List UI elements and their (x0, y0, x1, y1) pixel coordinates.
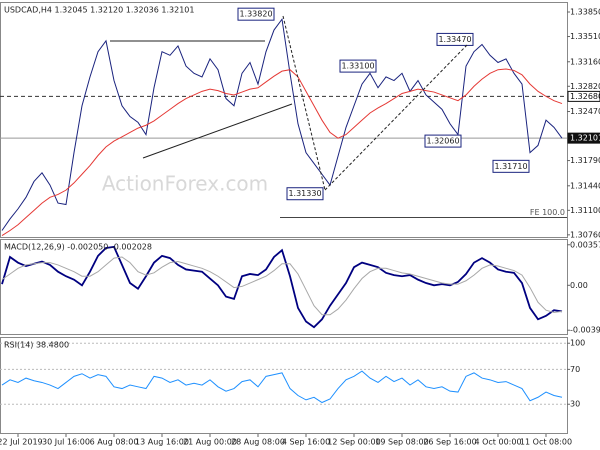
y-tick-label: 1.31790 (570, 156, 600, 165)
series-line (1, 17, 563, 231)
annotation-box (237, 7, 275, 21)
series-line (1, 256, 563, 316)
x-tick-label: 4 Oct 00:00 (474, 438, 521, 447)
series-line (1, 68, 563, 236)
series-line (1, 245, 563, 329)
panel-title: MACD(12,26,9) -0.002050 -0.002028 (4, 243, 152, 252)
level-label: 1.32680 (570, 92, 600, 101)
panel-title: USDCAD,H4 1.32045 1.32120 1.32036 1.3210… (4, 6, 194, 15)
x-tick-label: 12 Sep 00:00 (327, 438, 380, 447)
y-tick-label: 0.00 (570, 281, 588, 290)
fe-label: FE 100.0 (530, 208, 565, 217)
annotation-box (492, 159, 530, 173)
y-tick-label: 1.32470 (570, 107, 600, 116)
x-tick-label: 4 Sep 16:00 (282, 438, 330, 447)
annotation-label: 1.33100 (341, 62, 374, 71)
x-tick-label: 13 Aug 16:00 (135, 438, 189, 447)
annotation-label: 1.33470 (438, 35, 471, 44)
y-tick-label: 1.33510 (570, 32, 600, 41)
x-tick-label: 28 Aug 08:00 (231, 438, 285, 447)
x-tick-label: 6 Aug 08:00 (90, 438, 139, 447)
y-tick-label: 1.31440 (570, 181, 600, 190)
level-label-box (567, 90, 600, 102)
x-tick-label: 19 Sep 08:00 (375, 438, 428, 447)
y-tick-label: 100 (570, 339, 585, 348)
panel-frame (0, 239, 568, 335)
series-line (1, 370, 563, 404)
y-tick-label: 1.32820 (570, 82, 600, 91)
y-tick-label: 1.30760 (570, 230, 600, 239)
x-tick-label: 30 Jul 16:00 (42, 438, 90, 447)
y-tick-label: 70 (570, 365, 580, 374)
x-tick-label: 22 Jul 2019 (0, 438, 43, 447)
level-label-box (567, 132, 600, 144)
annotation-label: 1.31330 (288, 189, 321, 198)
watermark: ActionForex.com (102, 172, 268, 196)
annotation-label: 1.33820 (239, 10, 272, 19)
annotation-box (339, 59, 377, 73)
x-tick-label: 21 Aug 00:00 (183, 438, 237, 447)
annotation-box (424, 134, 462, 148)
y-tick-label: -0.003966 (570, 326, 600, 335)
annotation-box (286, 187, 324, 201)
panel-frame (0, 337, 568, 434)
x-tick-label: 26 Sep 16:00 (423, 438, 476, 447)
y-tick-label: 0.003579 (570, 240, 600, 249)
trendline (324, 43, 469, 191)
panel-title: RSI(14) 38.4800 (4, 341, 69, 350)
annotation-box (436, 32, 474, 46)
y-tick-label: 1.31100 (570, 206, 600, 215)
y-tick-label: 1.33850 (570, 8, 600, 17)
x-tick-label: 11 Oct 08:00 (520, 438, 572, 447)
level-label: 1.32101 (570, 134, 600, 143)
annotation-label: 1.32060 (426, 137, 459, 146)
annotation-label: 1.31710 (494, 162, 527, 171)
y-tick-label: 30 (570, 400, 580, 409)
y-tick-label: 1.33160 (570, 57, 600, 66)
trendlines (110, 15, 469, 191)
panel-frame (0, 2, 568, 238)
trendline (142, 103, 293, 159)
